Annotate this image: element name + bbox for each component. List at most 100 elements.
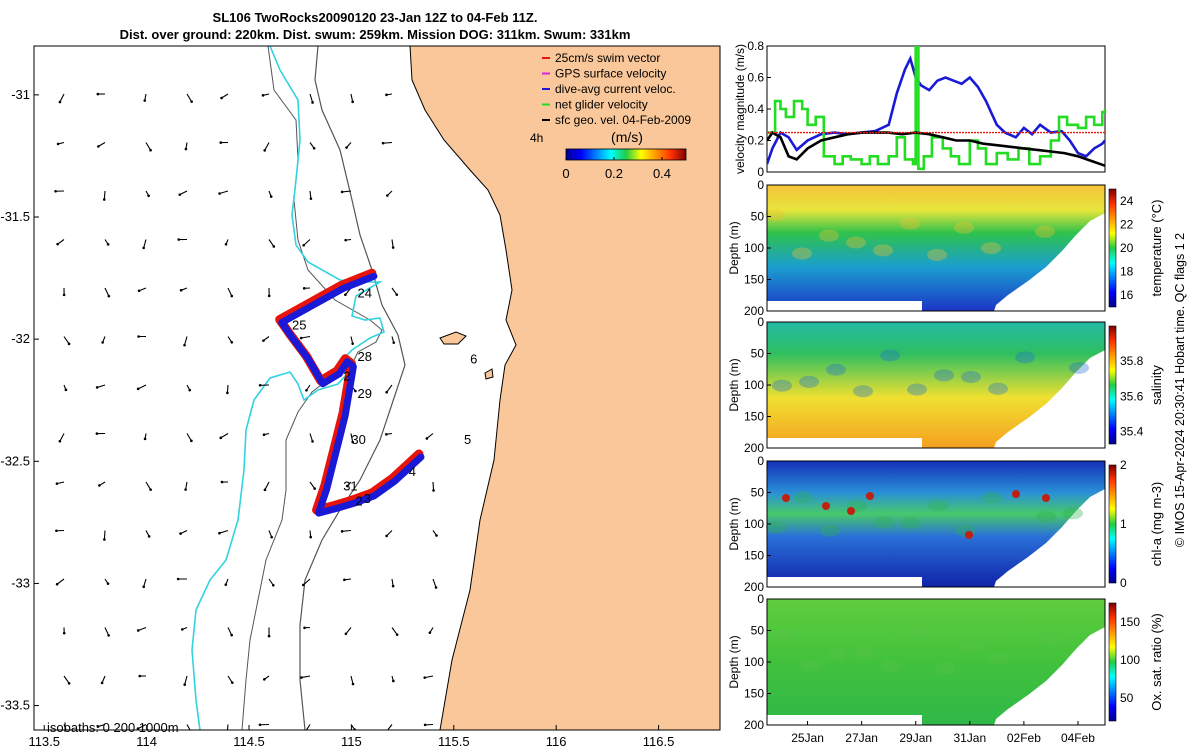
map-x-tick-label: 114.5 [233,734,265,749]
depth-tick-label: 50 [751,486,765,500]
velocity-arrow-head [180,289,183,292]
depth-tick-label: 100 [744,655,764,669]
velocity-arrow-head [313,487,316,490]
colorbar-label: chl-a (mg m-3) [1149,482,1164,567]
velocity-arrow-head [302,584,305,587]
depth-tick-label: 0 [757,454,764,468]
velocity-arrow-head [142,247,145,250]
velocity-arrow-head [98,484,101,487]
section-texture [874,517,894,529]
section-texture [928,500,948,512]
depth-axis-label: Depth (m) [727,497,741,550]
velocity-arrow-head [220,97,223,100]
section-colorbar [1109,326,1116,444]
velocity-arrow-head [263,149,266,152]
velocity-arrow-head [309,536,312,539]
velocity-arrow-head [96,432,99,435]
velocity-arrow-head [264,489,267,492]
section-texture [772,380,792,392]
velocity-arrow [383,143,392,144]
map-x-tick-label: 115 [341,734,362,749]
velocity-arrow-head [392,680,395,683]
velocity-arrow-head [181,628,184,631]
colorbar-tick-label: 24 [1120,194,1134,208]
colorbar-speed-label: (m/s) [611,129,643,145]
section-texture [799,376,819,388]
colorbar-tick-label: 0.4 [653,166,671,181]
velocity-arrow-head [429,631,432,634]
depth-tick-label: 50 [751,624,765,638]
colorbar-tick-label: 50 [1120,691,1134,705]
colorbar-tick-label: 0 [562,166,569,181]
velocity-arrow-head [101,682,104,685]
section-texture [766,521,786,533]
day-label: 2 [343,369,350,384]
velocity-magnitude-panel: 00.20.40.60.8 velocity magnitude (m/s) [733,39,1105,179]
velocity-arrow-head [354,390,357,393]
velocity-arrow-head [310,197,313,200]
map-x-tick-label: 113.5 [28,734,60,749]
depth-tick-label: 100 [744,378,764,392]
velocity-arrow-head [107,634,110,637]
section-texture [1063,507,1083,519]
depth-axis-label: Depth (m) [727,635,741,688]
depth-tick-label: 150 [744,549,764,563]
section-colorbar [1109,465,1116,583]
day-label: 29 [358,386,372,401]
velocity-arrow-head [142,585,145,588]
section-texture [981,242,1001,254]
velocity-arrow-head [226,392,229,395]
date-tick-label: 25Jan [791,731,824,745]
velocity-y-label: velocity magnitude (m/s) [733,44,747,174]
velocity-arrow-head [137,335,140,338]
section-colorbar [1109,603,1116,721]
depth-tick-label: 200 [744,441,764,455]
day-label: 30 [351,432,365,447]
section-texture [934,369,954,381]
velocity-arrow-head [56,243,59,246]
velocity-arrow-head [385,730,388,733]
velocity-arrow-head [424,724,427,727]
section-texture [989,653,1009,665]
velocity-arrow-head [268,635,271,638]
section-texture [1036,511,1056,523]
velocity-arrow-head [63,632,66,635]
day-label: 3 [364,491,371,506]
section-texture [908,626,928,638]
section-texture [962,641,982,653]
velocity-arrow-head [138,675,141,678]
velocity-arrow-head [303,627,306,630]
velocity-arrow-head [101,341,104,344]
day-label: 31 [343,479,357,494]
velocity-arrow-head [190,100,193,103]
velocity-arrow-head [184,488,187,491]
velocity-arrow-head [148,535,151,538]
day-label: 5 [464,432,471,447]
velocity-arrow-head [396,293,399,296]
depth-axis-label: Depth (m) [727,221,741,274]
map-x-tick-label: 116 [546,734,567,749]
velocity-arrow-head [147,194,150,197]
velocity-arrow-head [343,579,346,582]
section-texture [982,492,1002,504]
velocity-arrow-head [59,440,62,443]
velocity-arrow-head [57,143,60,146]
velocity-arrow-head [382,142,385,145]
section-colorbar [1109,189,1116,307]
date-tick-label: 04Feb [1061,731,1095,745]
velocity-arrow-head [56,583,59,586]
velocity-y-tick-label: 0.8 [747,39,764,53]
section-texture [1035,226,1055,238]
chl-hotspot [866,492,874,500]
velocity-arrow-head [230,634,233,637]
velocity-arrow-head [352,683,355,686]
velocity-arrow-head [143,99,146,102]
velocity-arrow-head [63,294,66,297]
velocity-arrow-head [224,583,227,586]
legend-4h-note: 4h [530,131,543,145]
velocity-arrow-head [218,192,221,195]
velocity-arrow-head [149,149,152,152]
